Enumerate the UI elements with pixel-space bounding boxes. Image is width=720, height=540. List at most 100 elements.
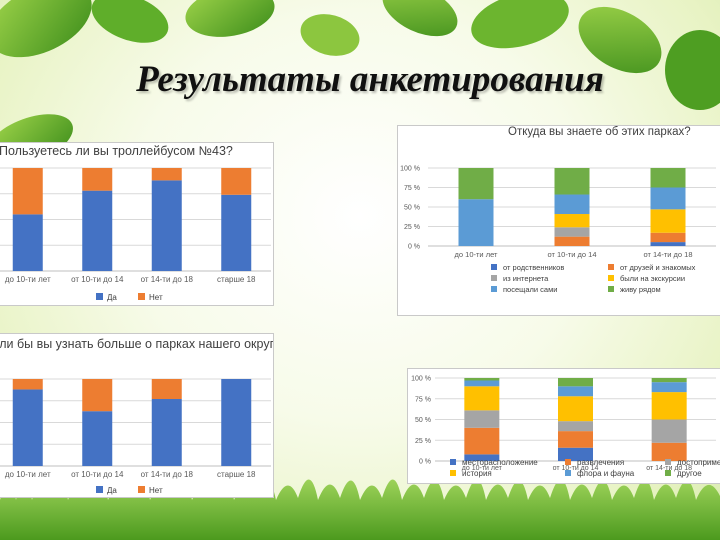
y-tick-label: 0 % (408, 244, 420, 251)
y-tick-label: 25 % (404, 224, 420, 231)
bar-segment (651, 382, 687, 393)
bar-segment (151, 399, 182, 466)
x-tick-label: старше 18 (217, 275, 256, 284)
bar-segment (12, 168, 43, 215)
y-tick-label: 75 % (404, 185, 420, 192)
bar-segment (558, 447, 593, 461)
legend-swatch (608, 286, 614, 292)
legend-label: Да (107, 293, 117, 302)
legend-swatch (491, 286, 497, 292)
legend-label: история (462, 469, 492, 478)
bar-segment (82, 190, 113, 271)
x-tick-label: от 14-ти до 18 (141, 470, 194, 479)
legend-swatch (491, 264, 497, 270)
bar-segment (464, 380, 500, 387)
x-tick-label: от 14-ти до 18 (646, 465, 692, 472)
legend-label: флора и фауна (577, 469, 635, 478)
bar-segment (221, 379, 252, 466)
legend-label: из интернета (503, 274, 549, 283)
x-tick-label: до 10-ти лет (462, 465, 503, 472)
x-tick-label: от 10-ти до 14 (71, 275, 124, 284)
bar-segment (558, 378, 593, 387)
legend-label: другое (677, 469, 702, 478)
slide-title: Результаты анкетирования (136, 59, 604, 100)
x-tick-label: до 10-ти лет (5, 275, 51, 284)
y-tick-label: 0 % (419, 459, 431, 466)
legend-swatch (96, 486, 103, 493)
bar-segment (558, 421, 593, 432)
bar-segment (151, 379, 182, 400)
bar-segment (12, 214, 43, 271)
bar-segment (464, 410, 500, 428)
legend-label: от родственников (503, 263, 564, 272)
learnmore-chart-title: Хотели бы вы узнать больше о парках наше… (0, 337, 274, 351)
legend-swatch (491, 275, 497, 281)
bar-segment (82, 168, 113, 191)
x-tick-label: до 10-ти лет (5, 470, 51, 479)
bar-segment (651, 442, 687, 461)
bar-segment (151, 180, 182, 271)
y-tick-label: 25 % (415, 438, 431, 445)
bar-segment (650, 209, 686, 233)
x-tick-label: старше 18 (217, 470, 256, 479)
x-tick-label: от 10-ти до 14 (547, 250, 596, 259)
y-tick-label: 100 % (411, 376, 431, 383)
legend-label: Нет (149, 293, 163, 302)
legend-swatch (565, 459, 571, 465)
legend-label: были на экскурсии (620, 274, 685, 283)
bar-segment (458, 199, 494, 246)
x-tick-label: от 14-ти до 18 (141, 275, 194, 284)
trolleybus-chart-title: Пользуетесь ли вы троллейбусом №43? (0, 144, 233, 158)
legend-label: от друзей и знакомых (620, 263, 696, 272)
source-chart-title: Откуда вы знаете об этих парках? (508, 126, 691, 138)
bar-segment (650, 242, 686, 246)
legend-swatch (608, 264, 614, 270)
bar-segment (221, 194, 252, 271)
learnmore-chart-svg: до 10-ти лет от 10-ти до 14 от 14-ти до 18… (0, 378, 271, 495)
legend-label: Да (107, 486, 117, 495)
legend-label: Нет (149, 486, 163, 495)
legend-swatch (608, 275, 614, 281)
learnmore-chart-panel: Хотели бы вы узнать больше о парках наше… (0, 333, 274, 498)
legend-swatch (96, 293, 103, 300)
bar-segment (554, 227, 590, 237)
bar-segment (651, 419, 687, 443)
legend-swatch (665, 470, 671, 476)
x-tick-label: от 10-ти до 14 (553, 465, 599, 472)
bar-segment (151, 168, 182, 181)
bar-segment (650, 232, 686, 243)
legend-swatch (450, 459, 456, 465)
bar-segment (464, 427, 500, 455)
legend-swatch (665, 459, 671, 465)
trolleybus-chart-panel: Пользуетесь ли вы троллейбусом №43? до 1… (0, 142, 274, 306)
bar-segment (464, 454, 500, 461)
legend-label: живу рядом (620, 285, 661, 294)
bar-segment (82, 379, 113, 412)
bar-segment (558, 386, 593, 397)
bar-segment (82, 411, 113, 466)
bar-segment (12, 389, 43, 466)
source-chart-svg: 0 % 25 % 50 % 75 % 100 % до 10-ти лет от 10-ти… (400, 166, 716, 294)
x-tick-label: до 10-ти лет (455, 250, 498, 259)
interests-chart-svg: 0 % 25 % 50 % 75 % 100 % до 10-ти лет от 10-ти… (411, 376, 720, 479)
y-tick-label: 100 % (400, 166, 420, 173)
bar-segment (650, 187, 686, 210)
interests-chart-panel: 0 % 25 % 50 % 75 % 100 % до 10-ти лет от 10-ти… (407, 368, 720, 484)
bar-segment (221, 168, 252, 195)
y-tick-label: 50 % (415, 417, 431, 424)
y-tick-label: 75 % (415, 396, 431, 403)
bar-segment (464, 386, 500, 411)
legend-swatch (565, 470, 571, 476)
trolleybus-chart-svg: до 10-ти лет от 10-ти до 14 от 14-ти до 18… (0, 167, 271, 302)
source-chart-panel: Откуда вы знаете об этих парках? 0 % 25 %… (397, 125, 720, 316)
bar-segment (554, 236, 590, 246)
bar-segment (558, 396, 593, 422)
legend-label: месторасположение (462, 458, 538, 467)
bar-segment (554, 214, 590, 228)
legend-swatch (138, 486, 145, 493)
legend-label: посещали сами (503, 285, 557, 294)
bar-segment (558, 431, 593, 448)
bar-segment (554, 194, 590, 215)
bar-segment (554, 168, 590, 195)
